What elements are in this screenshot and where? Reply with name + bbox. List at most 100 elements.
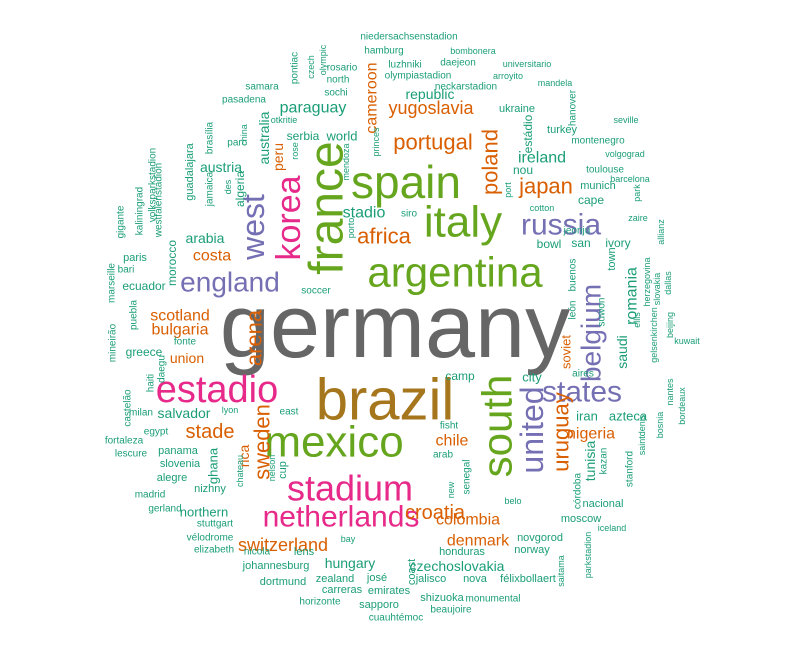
- word-belgium: belgium: [576, 284, 607, 382]
- word-nigeria: nigeria: [567, 426, 615, 443]
- word-union: union: [170, 350, 204, 366]
- word-jamaica: jamaica: [205, 171, 216, 207]
- word-estádio: estádio: [521, 114, 535, 153]
- word-pasadena: pasadena: [222, 95, 266, 106]
- word-parc: parc: [227, 138, 246, 149]
- word-ukraine: ukraine: [499, 103, 535, 115]
- word-nova: nova: [463, 573, 488, 585]
- word-czech: czech: [306, 55, 316, 79]
- word-gigante: gigante: [116, 205, 127, 238]
- word-cotton: cotton: [530, 203, 555, 213]
- word-luzhniki: luzhniki: [388, 60, 421, 71]
- word-estadio: estadio: [156, 369, 279, 411]
- word-montenegro: montenegro: [571, 136, 625, 147]
- word-nantes: nantes: [665, 378, 675, 406]
- word-félixbollaert: félixbollaert: [500, 573, 556, 585]
- word-otkritie: otkritie: [271, 115, 298, 125]
- word-soviet: soviet: [559, 335, 574, 369]
- word-lescure: lescure: [115, 449, 148, 460]
- word-novgorod: novgorod: [517, 532, 563, 544]
- word-san: san: [571, 236, 590, 250]
- word-honduras: honduras: [439, 546, 485, 558]
- word-nizhny: nizhny: [194, 483, 226, 495]
- word-russia: russia: [521, 209, 601, 242]
- word-romania: romania: [624, 267, 641, 325]
- word-italy: italy: [424, 198, 502, 247]
- word-north: north: [327, 75, 350, 86]
- word-seville: seville: [613, 115, 638, 125]
- word-peru: peru: [270, 143, 286, 171]
- word-bulgaria: bulgaria: [152, 322, 209, 339]
- word-zaire: zaire: [628, 213, 648, 223]
- word-toulouse: toulouse: [586, 165, 624, 176]
- word-johannesburg: johannesburg: [242, 560, 310, 572]
- word-niedersachsenstadion: niedersachsenstadion: [360, 32, 457, 43]
- word-town: town: [606, 247, 618, 270]
- word-beaujoire: beaujoire: [430, 605, 472, 616]
- word-greece: greece: [126, 345, 163, 359]
- word-azteca: azteca: [609, 409, 648, 424]
- word-horizonte: horizonte: [299, 597, 341, 608]
- word-stanford: stanford: [625, 451, 636, 487]
- word-east: east: [280, 407, 299, 418]
- word-ghana: ghana: [206, 447, 221, 484]
- word-bari: bari: [118, 265, 135, 276]
- word-beijing: beijing: [665, 312, 675, 338]
- word-westfalenstadion: westfalenstadion: [154, 163, 165, 239]
- word-slovakia: slovakia: [652, 273, 662, 306]
- word-republic: republic: [405, 86, 454, 102]
- word-west: west: [235, 194, 271, 261]
- word-gelsenkirchen: gelsenkirchen: [649, 307, 659, 363]
- word-mandela: mandela: [538, 78, 573, 88]
- word-cuauhtémoc: cuauhtémoc: [369, 613, 423, 624]
- word-belo: belo: [504, 496, 521, 506]
- word-madrid: madrid: [135, 490, 166, 501]
- word-josé: josé: [366, 572, 387, 584]
- word-iceland: iceland: [598, 523, 627, 533]
- word-neckarstadion: neckarstadion: [435, 82, 497, 93]
- word-australia: australia: [256, 111, 272, 164]
- word-volksparkstadion: volksparkstadion: [148, 148, 159, 222]
- word-buenos: buenos: [568, 259, 579, 292]
- word-des: des: [223, 179, 233, 194]
- word-nou: nou: [513, 163, 533, 177]
- word-córdoba: córdoba: [573, 472, 584, 509]
- word-egypt: egypt: [144, 427, 169, 438]
- word-norway: norway: [514, 544, 550, 556]
- word-lens: lens: [294, 546, 315, 558]
- word-emirates: emirates: [368, 585, 411, 597]
- word-camp: camp: [445, 369, 475, 383]
- word-paris: paris: [123, 252, 147, 264]
- word-lyon: lyon: [222, 405, 239, 415]
- word-monumental: monumental: [465, 594, 520, 605]
- word-hamburg: hamburg: [364, 46, 403, 57]
- word-south: south: [474, 375, 521, 478]
- word-serbia: serbia: [287, 129, 320, 143]
- word-stade: stade: [186, 421, 235, 443]
- word-korea: korea: [270, 175, 308, 260]
- word-vélodrome: vélodrome: [187, 533, 234, 544]
- word-rose: rose: [290, 142, 300, 160]
- word-cameroon: cameroon: [364, 62, 381, 133]
- word-france: france: [301, 141, 354, 274]
- word-uruguay: uruguay: [549, 392, 574, 472]
- word-hungary: hungary: [325, 555, 376, 571]
- word-united: united: [514, 386, 550, 473]
- word-daejeon: daejeon: [440, 58, 476, 69]
- word-sochi: sochi: [324, 88, 347, 99]
- word-castelão: castelão: [123, 389, 134, 427]
- word-haiti: haiti: [146, 374, 157, 392]
- word-ivory: ivory: [605, 236, 630, 250]
- word-northern: northern: [180, 505, 228, 520]
- word-olympiastadion: olympiastadion: [385, 71, 452, 82]
- word-guadalajara: guadalajara: [184, 142, 196, 200]
- word-fortaleza: fortaleza: [105, 436, 144, 447]
- word-cape: cape: [578, 193, 604, 207]
- word-germany: germany: [220, 277, 570, 377]
- word-shizuoka: shizuoka: [420, 592, 464, 604]
- word-jalisco: jalisco: [415, 573, 447, 585]
- word-senegal: senegal: [462, 459, 473, 494]
- word-turkey: turkey: [547, 124, 577, 136]
- word-ellis: ellis: [632, 312, 642, 328]
- word-siro: siro: [401, 209, 418, 220]
